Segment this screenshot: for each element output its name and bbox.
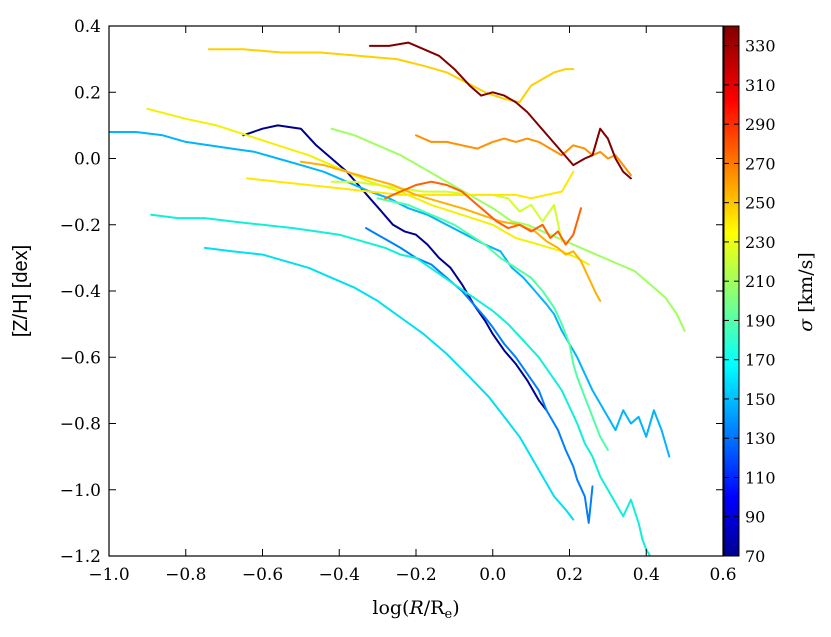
y-tick-label: −0.6 (60, 348, 101, 368)
x-tick-label: 0.2 (556, 565, 583, 585)
series-line-sigma-278 (415, 134, 632, 177)
x-tick-label: −0.2 (395, 565, 436, 585)
series-line-sigma-75 (242, 124, 548, 412)
colorbar-ticks: 70 90 110 130 150 170 190 210 230 250 270 290 310 330 (724, 37, 776, 566)
series-line-sigma-295 (384, 180, 582, 246)
series-line-sigma-248 (207, 48, 575, 104)
colorbar-title: σ [km/s] (795, 252, 817, 332)
colorbar-tick-label: 290 (745, 115, 776, 134)
colorbar-tick-label: 70 (745, 547, 765, 566)
x-tick-label: 0.6 (709, 565, 736, 585)
x-axis-title: log(R/Re) (372, 597, 459, 622)
series-line-sigma-140 (365, 227, 594, 524)
colorbar-tick-label: 310 (745, 76, 776, 95)
colorbar-tick-label: 230 (745, 233, 776, 252)
y-tick-label: −0.8 (60, 415, 101, 435)
series-line-sigma-170 (150, 213, 652, 556)
series-line-sigma-155 (109, 131, 671, 458)
plot-frame (108, 25, 724, 557)
x-tick-label: 0.0 (479, 565, 506, 585)
series-line-sigma-335 (368, 41, 632, 180)
colorbar-tick-label: 130 (745, 429, 776, 448)
colorbar-tick-label: 250 (745, 194, 776, 213)
colorbar-tick-label: 170 (745, 351, 776, 370)
y-tick-label: 0.4 (74, 17, 101, 37)
data-series-group (109, 41, 686, 556)
series-line-sigma-262 (299, 160, 602, 302)
x-tick-label: −0.6 (242, 565, 283, 585)
y-axis-ticks: −1.2 −1.0 −0.8 −0.6 −0.4 −0.2 0.0 0.2 0.4 (60, 17, 723, 567)
y-axis-title: [Z/H] [dex] (10, 245, 32, 337)
x-axis-ticks: −1.0 −0.8 −0.6 −0.4 −0.2 0.0 0.2 0.4 0.6 (88, 26, 737, 585)
x-tick-label: −1.0 (88, 565, 129, 585)
y-tick-label: 0.2 (74, 83, 101, 103)
colorbar-tick-label: 150 (745, 390, 776, 409)
colorbar-tick-label: 110 (745, 468, 776, 487)
series-line-sigma-190 (376, 197, 609, 451)
series-line-sigma-242 (246, 170, 575, 200)
x-tick-label: −0.4 (319, 565, 360, 585)
y-tick-label: −1.2 (60, 547, 101, 567)
colorbar-tick-label: 190 (745, 311, 776, 330)
y-tick-label: −1.0 (60, 481, 101, 501)
x-tick-label: −0.8 (165, 565, 206, 585)
colorbar-tick-label: 210 (745, 272, 776, 291)
series-line-sigma-215 (330, 127, 686, 332)
colorbar-tick-label: 270 (745, 154, 776, 173)
colorbar-tick-label: 330 (745, 37, 776, 56)
colorbar (723, 25, 740, 557)
y-tick-label: −0.2 (60, 216, 101, 236)
series-line-sigma-238 (146, 107, 590, 266)
y-tick-label: 0.0 (74, 150, 101, 170)
colorbar-tick-label: 90 (745, 508, 765, 527)
x-tick-label: 0.4 (633, 565, 660, 585)
series-line-sigma-165 (203, 246, 575, 521)
y-tick-label: −0.4 (60, 282, 101, 302)
